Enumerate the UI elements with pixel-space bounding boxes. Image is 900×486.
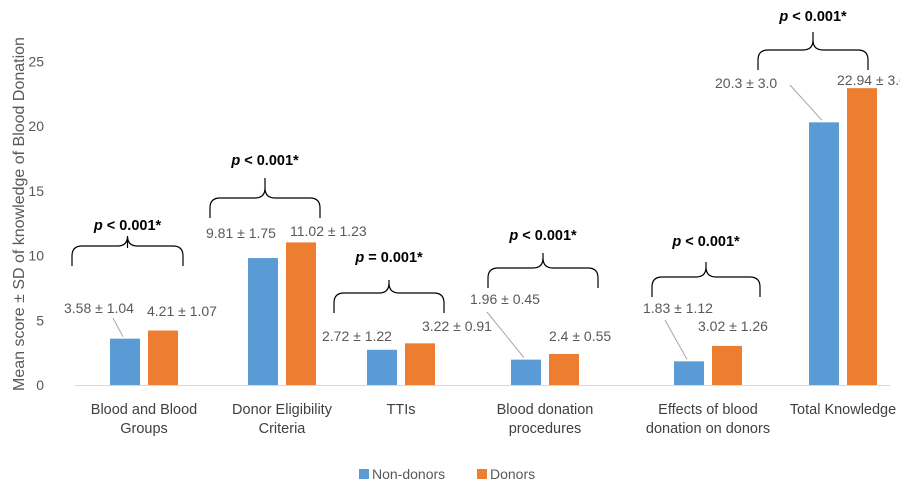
p-value-label: p < 0.001* [508, 228, 577, 244]
significance-brackets: p < 0.001* p < 0.001* p = 0.001* p < 0.001*… [71, 9, 869, 313]
p-value-label: p = 0.001* [354, 250, 423, 266]
bar-non-donors [248, 258, 278, 385]
data-label-non-donors: 1.83 ± 1.12 [643, 300, 713, 316]
bar-non-donors [367, 349, 397, 385]
data-label-donors: 3.22 ± 0.91 [422, 318, 492, 334]
bar-donors [286, 242, 316, 385]
data-label-donors: 2.4 ± 0.55 [549, 328, 611, 344]
significance-bracket [71, 235, 184, 266]
leader-line [789, 84, 823, 121]
leader-line [112, 317, 124, 337]
p-value-label: p < 0.001* [778, 9, 847, 25]
y-tick-label: 20 [28, 118, 44, 134]
y-tick-label: 15 [28, 183, 44, 199]
bars [110, 88, 877, 386]
significance-bracket [209, 178, 321, 218]
y-tick-label: 5 [36, 312, 44, 328]
data-label-donors: 3.02 ± 1.26 [698, 318, 768, 334]
y-tick-label: 0 [36, 377, 44, 393]
data-label-non-donors: 3.58 ± 1.04 [64, 300, 134, 316]
p-value-label: p < 0.001* [93, 218, 162, 234]
bar-donors [549, 353, 579, 385]
category-label: TTIs [387, 402, 416, 418]
y-tick-label: 25 [28, 54, 44, 70]
category-label: Blood and Blood Groups [91, 402, 197, 437]
legend-label-donors: Donors [490, 466, 535, 482]
leader-line [486, 311, 525, 358]
bar-donors [148, 330, 178, 385]
data-label-non-donors: 9.81 ± 1.75 [206, 225, 276, 241]
significance-bracket [333, 280, 445, 313]
data-label-donors: 22.94 ± 3.08 [837, 72, 900, 88]
bar-donors [712, 345, 742, 385]
y-axis-title: Mean score ± SD of knowledge of Blood Do… [11, 37, 28, 391]
bar-non-donors [110, 338, 140, 385]
legend-swatch-donors [477, 469, 487, 479]
data-labels: 3.58 ± 1.04 9.81 ± 1.75 2.72 ± 1.22 1.96 ± … [64, 72, 900, 360]
category-label: Effects of blood donation on donors [646, 402, 770, 437]
data-label-donors: 4.21 ± 1.07 [147, 303, 217, 319]
bar-donors [405, 343, 435, 385]
category-label: Total Knowledge [790, 402, 896, 418]
significance-bracket [651, 262, 761, 297]
p-value-label: p < 0.001* [671, 234, 740, 250]
y-tick-label: 10 [28, 248, 44, 264]
bar-non-donors [511, 359, 541, 385]
bar-donors [847, 88, 877, 385]
bar-non-donors [809, 122, 839, 386]
category-label: Blood donation procedures [497, 402, 594, 437]
data-label-non-donors: 20.3 ± 3.0 [715, 75, 777, 91]
category-label: Donor Eligibility Criteria [232, 402, 333, 437]
legend: Non-donors Donors [359, 466, 535, 482]
bar-non-donors [674, 361, 704, 385]
significance-bracket [487, 253, 599, 288]
data-label-donors: 11.02 ± 1.23 [290, 223, 367, 239]
legend-label-non-donors: Non-donors [372, 466, 445, 482]
legend-swatch-non-donors [359, 469, 369, 479]
data-label-non-donors: 1.96 ± 0.45 [470, 291, 540, 307]
category-labels: Blood and Blood Groups Donor Eligibility Cr… [91, 402, 896, 437]
significance-bracket [757, 32, 869, 70]
data-label-non-donors: 2.72 ± 1.22 [322, 328, 392, 344]
leader-line [664, 319, 688, 360]
p-value-label: p < 0.001* [230, 153, 299, 169]
